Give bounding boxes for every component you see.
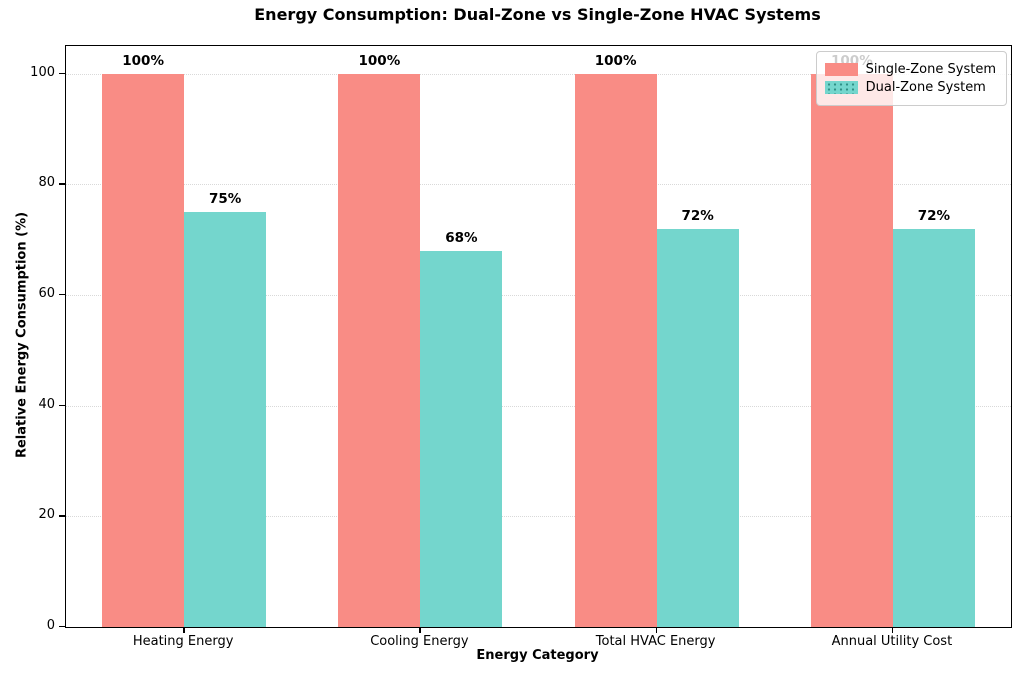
- x-tick-mark: [419, 628, 421, 633]
- y-tick-label: 40: [38, 396, 55, 412]
- bar-single-zone: [810, 73, 893, 627]
- x-tick-mark: [891, 628, 894, 633]
- x-tick-label: Total HVAC Energy: [595, 634, 716, 649]
- bar-dual-zone: [656, 228, 739, 627]
- legend-label-dual-zone: Dual-Zone System: [865, 80, 986, 95]
- plot-area: 100%75%100%68%100%72%100%72% Single-Zone…: [65, 45, 1012, 628]
- bar-value-label: 72%: [917, 207, 951, 224]
- x-axis-title: Energy Category: [476, 648, 599, 663]
- y-tick-label: 0: [46, 618, 55, 633]
- legend: Single-Zone System Dual-Zone System: [815, 51, 1007, 106]
- legend-item-dual-zone: Dual-Zone System: [824, 80, 996, 95]
- legend-item-single-zone: Single-Zone System: [824, 62, 996, 77]
- x-tick-mark: [183, 628, 185, 633]
- gridline: [66, 73, 1011, 75]
- y-tick-mark: [59, 515, 65, 517]
- legend-swatch-single-zone-icon: [824, 63, 858, 76]
- gridline: [66, 405, 1011, 407]
- bar-dual-zone: [892, 228, 975, 627]
- y-tick-mark: [59, 626, 65, 628]
- gridline: [66, 295, 1011, 296]
- y-tick-mark: [59, 183, 65, 185]
- x-tick-mark: [655, 628, 658, 633]
- y-axis-title: Relative Energy Consumption (%): [14, 211, 30, 459]
- bar-single-zone: [574, 73, 657, 627]
- bar-value-label: 100%: [358, 52, 401, 69]
- y-tick-mark: [59, 404, 65, 407]
- y-tick-label: 20: [38, 507, 55, 523]
- bar-value-label: 72%: [681, 207, 714, 224]
- bar-single-zone: [102, 73, 185, 627]
- x-tick-label: Annual Utility Cost: [831, 634, 953, 649]
- bar-value-label: 75%: [208, 191, 242, 207]
- y-tick-label: 100: [30, 64, 55, 80]
- gridline: [66, 516, 1011, 518]
- y-tick-label: 60: [38, 286, 55, 301]
- chart-title: Energy Consumption: Dual-Zone vs Single-…: [254, 5, 821, 24]
- bar-dual-zone: [420, 250, 503, 627]
- legend-swatch-dual-zone-icon: [824, 81, 858, 94]
- y-tick-mark: [59, 72, 65, 75]
- bar-value-label: 68%: [445, 229, 478, 246]
- bar-value-label: 100%: [122, 52, 164, 69]
- bar-value-label: 100%: [594, 52, 637, 69]
- legend-label-single-zone: Single-Zone System: [865, 62, 996, 77]
- gridline: [66, 184, 1011, 186]
- x-tick-label: Heating Energy: [132, 634, 234, 649]
- bar-dual-zone: [184, 212, 267, 627]
- x-tick-label: Cooling Energy: [370, 634, 469, 649]
- y-tick-mark: [59, 294, 65, 296]
- y-tick-label: 80: [38, 175, 55, 191]
- bar-single-zone: [338, 73, 421, 627]
